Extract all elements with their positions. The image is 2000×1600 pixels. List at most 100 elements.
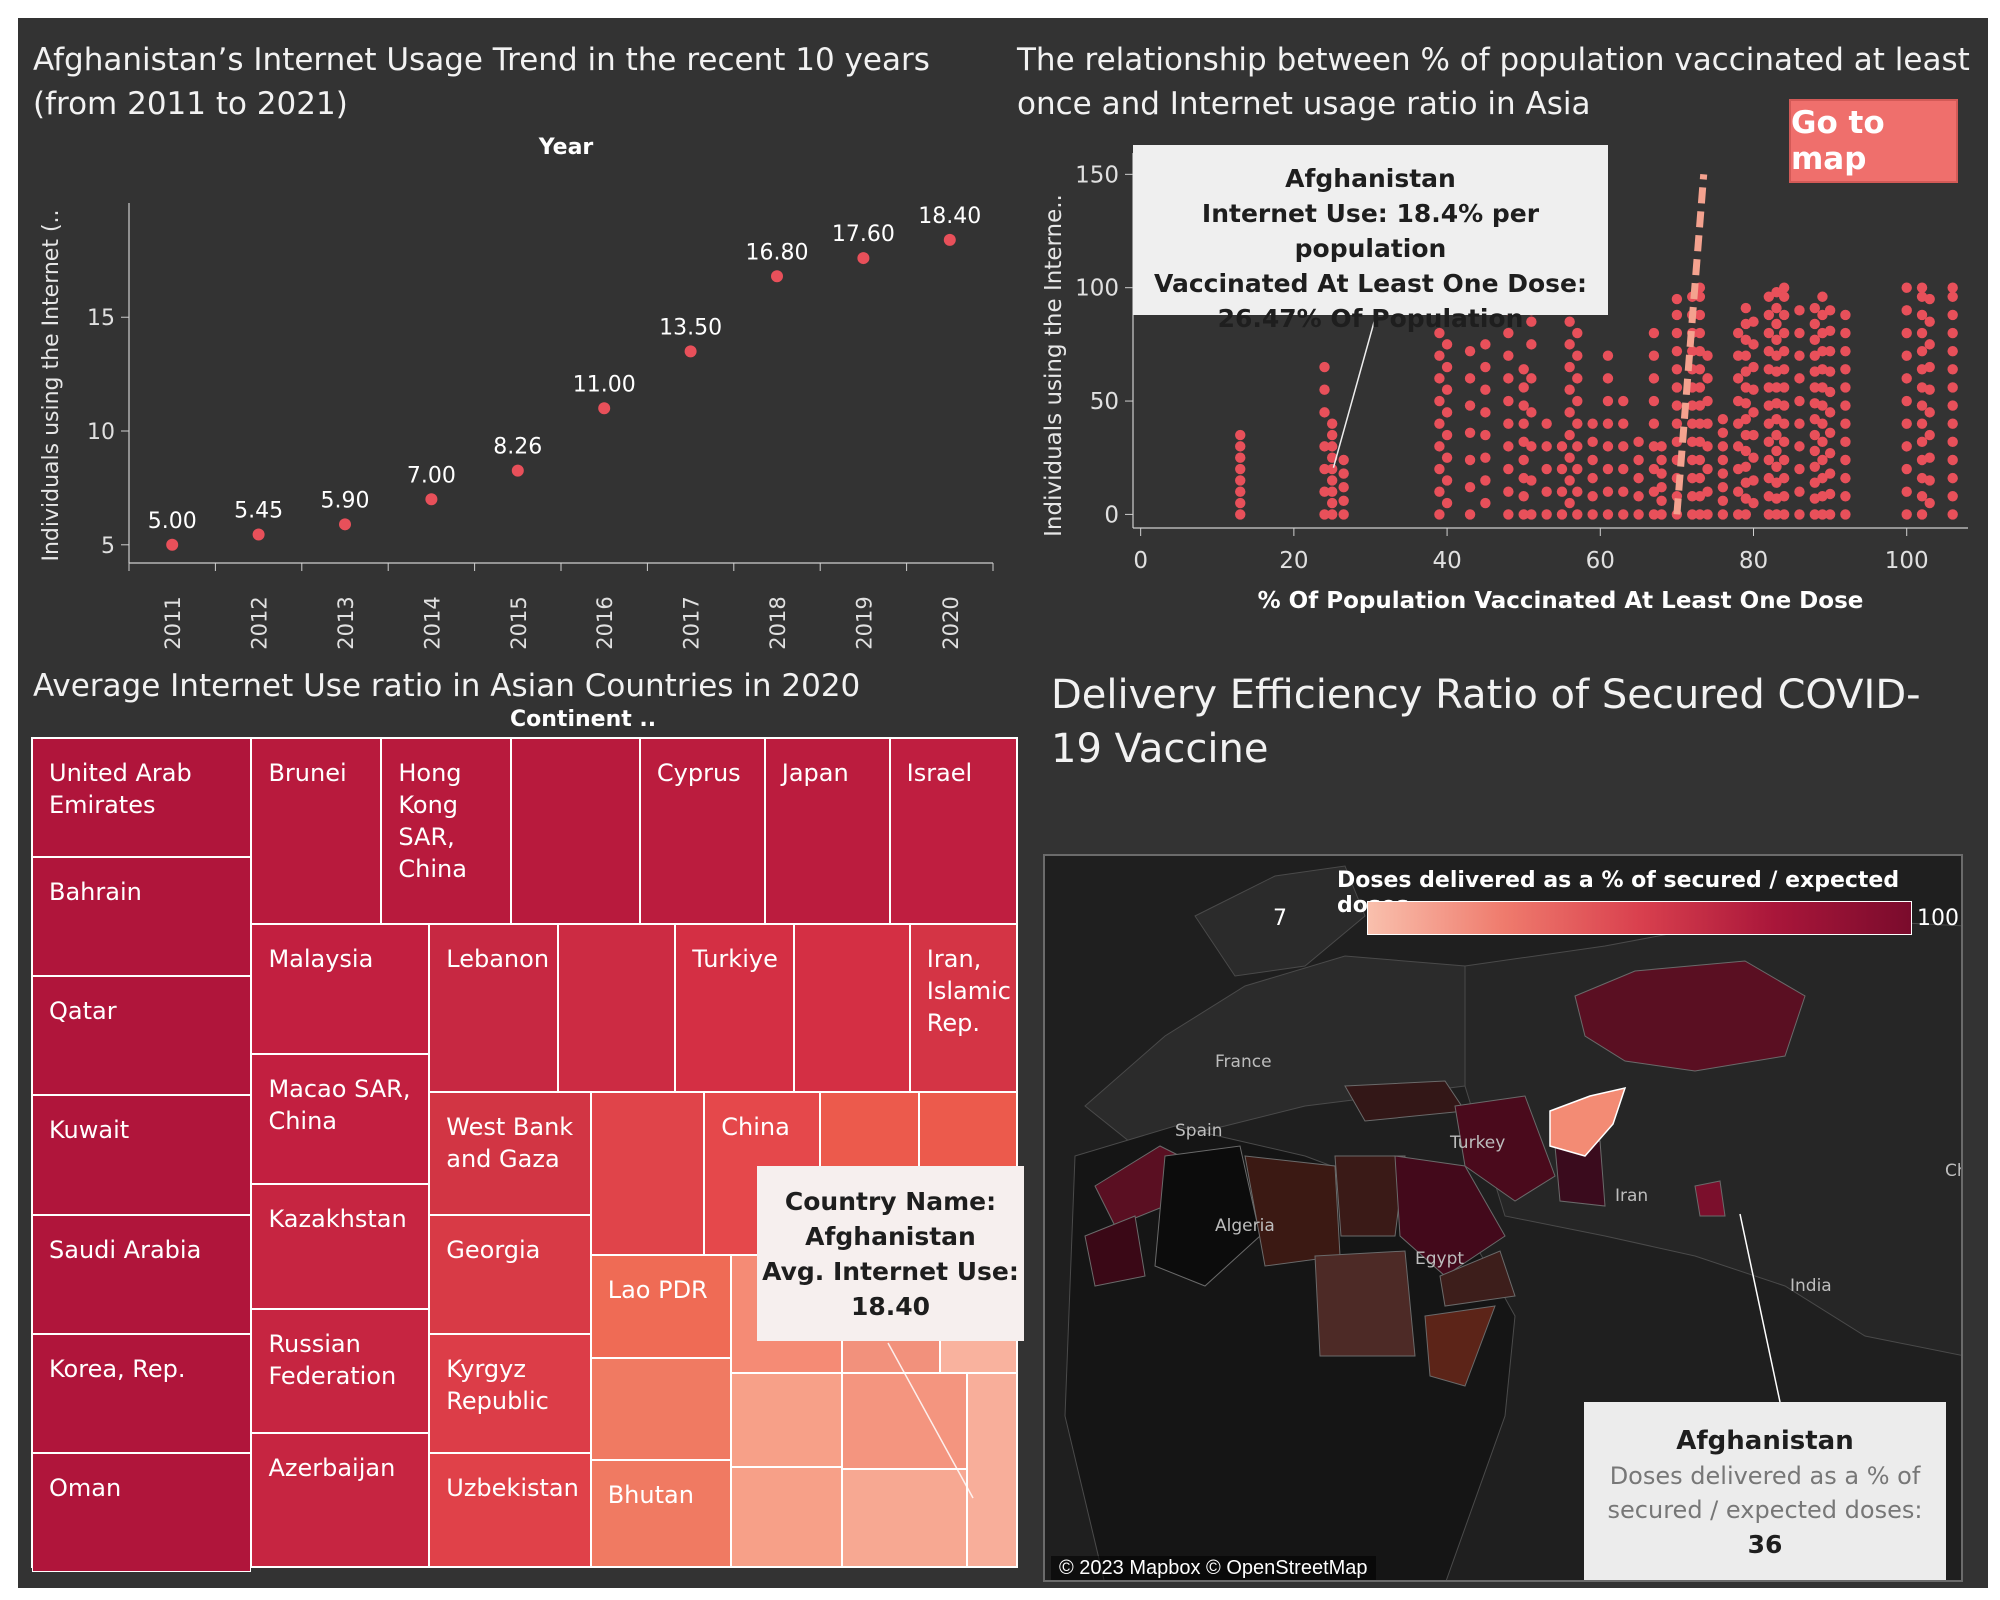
map-canvas[interactable] bbox=[1045, 856, 1963, 1582]
map-country-bangladesh bbox=[1694, 1180, 1726, 1217]
scatter-point bbox=[1694, 472, 1706, 484]
scatter-point bbox=[1648, 350, 1660, 361]
treemap-cell[interactable] bbox=[730, 1372, 842, 1467]
scatter-point bbox=[1441, 361, 1453, 373]
treemap-cell-label: Israel bbox=[906, 759, 973, 787]
scatter-point bbox=[1541, 486, 1552, 497]
scatter-point bbox=[1564, 339, 1575, 350]
scatter-point bbox=[1817, 345, 1828, 357]
treemap-cell[interactable]: Kuwait bbox=[32, 1095, 252, 1215]
scatter-point bbox=[1947, 400, 1958, 411]
treemap-cell[interactable] bbox=[841, 1372, 967, 1470]
treemap-cell[interactable] bbox=[730, 1466, 842, 1567]
trend-point bbox=[166, 538, 179, 551]
treemap-cell[interactable]: Kazakhstan bbox=[251, 1184, 430, 1309]
scatter-point bbox=[1541, 418, 1552, 429]
scatter-point bbox=[1702, 373, 1713, 384]
scatter-point bbox=[1656, 441, 1667, 452]
scatter-point bbox=[1503, 327, 1514, 339]
treemap-cell[interactable] bbox=[793, 923, 910, 1092]
treemap-cell-label: Malaysia bbox=[268, 944, 374, 973]
treemap-tooltip: Country Name: Afghanistan Avg. Internet … bbox=[757, 1166, 1024, 1341]
treemap-cell[interactable]: Brunei bbox=[251, 738, 382, 924]
treemap-cell[interactable]: Lao PDR bbox=[590, 1254, 731, 1358]
map-label-china: Chi bbox=[1945, 1161, 1961, 1181]
scatter-point bbox=[1778, 418, 1790, 429]
trend-data-label: 5.90 bbox=[321, 488, 370, 513]
treemap-cell[interactable]: Russian Federation bbox=[251, 1308, 430, 1433]
scatter-point bbox=[1778, 364, 1790, 375]
treemap-cell[interactable] bbox=[511, 738, 640, 924]
scatter-y-tick-label: 0 bbox=[1104, 502, 1119, 528]
go-to-map-button[interactable]: Go to map bbox=[1789, 99, 1958, 183]
scatter-point bbox=[1824, 345, 1836, 357]
treemap-cell[interactable]: Cyprus bbox=[639, 738, 765, 924]
scatter-point bbox=[1441, 384, 1453, 395]
scatter-point bbox=[1824, 366, 1836, 377]
scatter-point bbox=[1824, 407, 1836, 418]
treemap-cell[interactable]: Kyrgyz Republic bbox=[429, 1333, 591, 1453]
scatter-point bbox=[1901, 441, 1912, 452]
scatter-point bbox=[1924, 407, 1935, 418]
treemap-cell[interactable]: Oman bbox=[32, 1452, 252, 1572]
treemap-cell[interactable]: Uzbekistan bbox=[429, 1452, 591, 1567]
treemap-cell-label: Korea, Rep. bbox=[49, 1354, 186, 1383]
scatter-point bbox=[1817, 382, 1828, 393]
treemap-tooltip-line-1: Country Name: bbox=[784, 1187, 997, 1216]
scatter-point bbox=[1740, 429, 1752, 441]
map-country-egypt bbox=[1334, 1155, 1406, 1237]
map-country-saudi bbox=[1394, 1155, 1506, 1277]
treemap-cell[interactable]: West Bank and Gaza bbox=[429, 1091, 591, 1215]
treemap-cell[interactable]: Iran, Islamic Rep. bbox=[909, 923, 1017, 1092]
scatter-point bbox=[1840, 418, 1851, 429]
scatter-point bbox=[1924, 293, 1935, 305]
treemap-cell[interactable]: Saudi Arabia bbox=[32, 1214, 252, 1334]
scatter-point bbox=[1618, 418, 1629, 429]
scatter-point bbox=[1824, 468, 1836, 479]
scatter-point bbox=[1338, 509, 1349, 520]
scatter-point bbox=[1947, 436, 1958, 448]
treemap-cell[interactable] bbox=[590, 1357, 731, 1461]
scatter-point bbox=[1648, 418, 1660, 429]
map-country-afghanistan bbox=[1549, 1086, 1627, 1157]
scatter-point bbox=[1916, 282, 1928, 293]
scatter-point bbox=[1717, 454, 1729, 466]
map-land-europe bbox=[1084, 955, 1506, 1147]
treemap-cell[interactable]: Qatar bbox=[32, 976, 252, 1096]
treemap-cell[interactable]: Georgia bbox=[429, 1214, 591, 1334]
scatter-point bbox=[1464, 400, 1476, 411]
treemap-cell[interactable]: Malaysia bbox=[251, 923, 430, 1055]
scatter-point bbox=[1740, 413, 1752, 425]
treemap-cell[interactable]: United Arab Emirates bbox=[32, 738, 252, 858]
vaccine-delivery-map[interactable]: Doses delivered as a % of secured / expe… bbox=[1043, 854, 1963, 1582]
treemap-cell[interactable]: Hong Kong SAR, China bbox=[381, 738, 512, 924]
treemap-cell[interactable]: Japan bbox=[764, 738, 890, 924]
treemap-cell[interactable] bbox=[590, 1091, 705, 1255]
treemap-cell[interactable]: Turkiye bbox=[675, 923, 794, 1092]
treemap-cell[interactable] bbox=[841, 1469, 967, 1567]
scatter-point bbox=[1717, 481, 1729, 493]
trend-data-label: 18.40 bbox=[918, 204, 981, 229]
scatter-point bbox=[1771, 334, 1782, 346]
treemap-cell[interactable] bbox=[966, 1372, 1017, 1567]
scatter-point bbox=[1916, 327, 1928, 339]
treemap-cell[interactable] bbox=[557, 923, 676, 1092]
treemap-cell[interactable]: Azerbaijan bbox=[251, 1432, 430, 1567]
scatter-point bbox=[1924, 361, 1935, 373]
scatter-point bbox=[1541, 441, 1552, 452]
scatter-point bbox=[1840, 472, 1851, 484]
treemap-cell[interactable]: Bhutan bbox=[590, 1460, 731, 1567]
map-attribution[interactable]: © 2023 Mapbox © OpenStreetMap bbox=[1051, 1556, 1376, 1580]
treemap-cell[interactable]: Israel bbox=[889, 738, 1017, 924]
scatter-point bbox=[1572, 373, 1583, 384]
treemap-cell[interactable]: Korea, Rep. bbox=[32, 1333, 252, 1453]
trend-chart: Year 5 10 15 2011 5.00 2012 5.45 2013 5.90 2014 7.0… bbox=[39, 135, 994, 650]
scatter-point bbox=[1778, 309, 1790, 321]
scatter-point bbox=[1740, 445, 1752, 457]
scatter-point bbox=[1748, 407, 1759, 418]
scatter-point bbox=[1648, 463, 1660, 475]
treemap-cell[interactable]: Macao SAR, China bbox=[251, 1054, 430, 1185]
treemap-cell[interactable]: Lebanon bbox=[429, 923, 558, 1092]
scatter-point bbox=[1464, 509, 1476, 520]
treemap-cell[interactable]: Bahrain bbox=[32, 857, 252, 977]
